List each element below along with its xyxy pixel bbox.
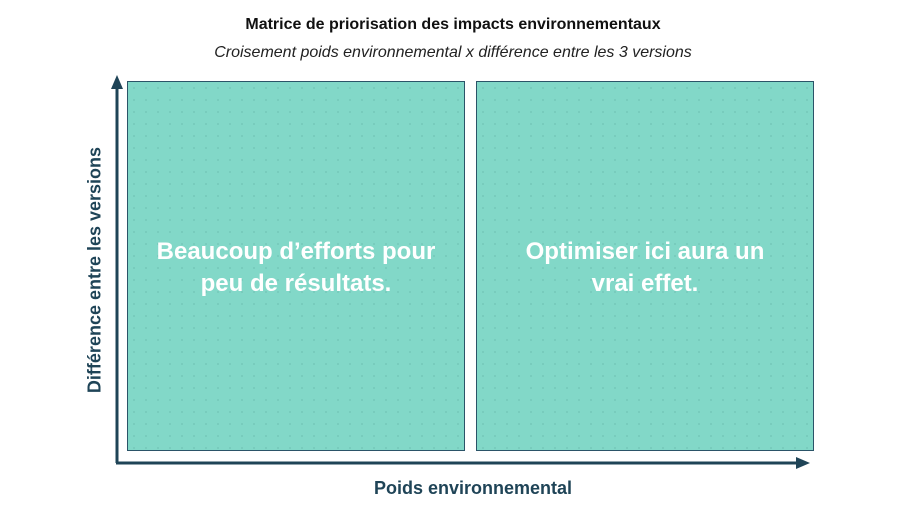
quadrant-right-text: Optimiser ici aura un vrai effet. bbox=[477, 236, 813, 300]
quadrant-left-text: Beaucoup d’efforts pour peu de résultats… bbox=[128, 236, 464, 300]
y-axis-label: Différence entre les versions bbox=[84, 146, 105, 394]
matrix-subtitle: Croisement poids environnemental x diffé… bbox=[214, 44, 692, 61]
quadrant-left-line-2: peu de résultats. bbox=[200, 270, 392, 297]
quadrant-right: Optimiser ici aura un vrai effet. bbox=[476, 81, 814, 451]
x-axis-label: Poids environnemental bbox=[373, 478, 573, 498]
quadrant-right-line-1: Optimiser ici aura un bbox=[525, 238, 765, 265]
matrix-title: Matrice de priorisation des impacts envi… bbox=[245, 16, 661, 33]
quadrant-right-line-2: vrai effet. bbox=[591, 270, 699, 297]
quadrant-left-line-1: Beaucoup d’efforts pour bbox=[156, 238, 436, 265]
x-axis-arrowhead bbox=[796, 457, 810, 469]
quadrant-left: Beaucoup d’efforts pour peu de résultats… bbox=[127, 81, 465, 451]
y-axis-arrowhead bbox=[111, 75, 123, 89]
